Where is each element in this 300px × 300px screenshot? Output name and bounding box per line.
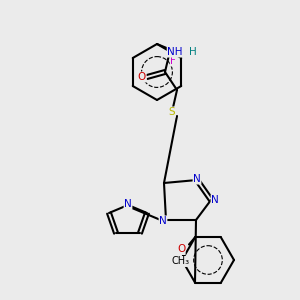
Text: O: O bbox=[177, 244, 185, 254]
Text: O: O bbox=[138, 72, 146, 82]
Text: F: F bbox=[170, 56, 176, 66]
Text: N: N bbox=[193, 174, 201, 184]
Text: S: S bbox=[169, 107, 175, 117]
Text: CH₃: CH₃ bbox=[172, 256, 190, 266]
Text: NH: NH bbox=[167, 47, 183, 57]
Text: N: N bbox=[124, 199, 132, 209]
Text: H: H bbox=[189, 47, 197, 57]
Text: N: N bbox=[211, 195, 219, 205]
Text: N: N bbox=[159, 216, 167, 226]
